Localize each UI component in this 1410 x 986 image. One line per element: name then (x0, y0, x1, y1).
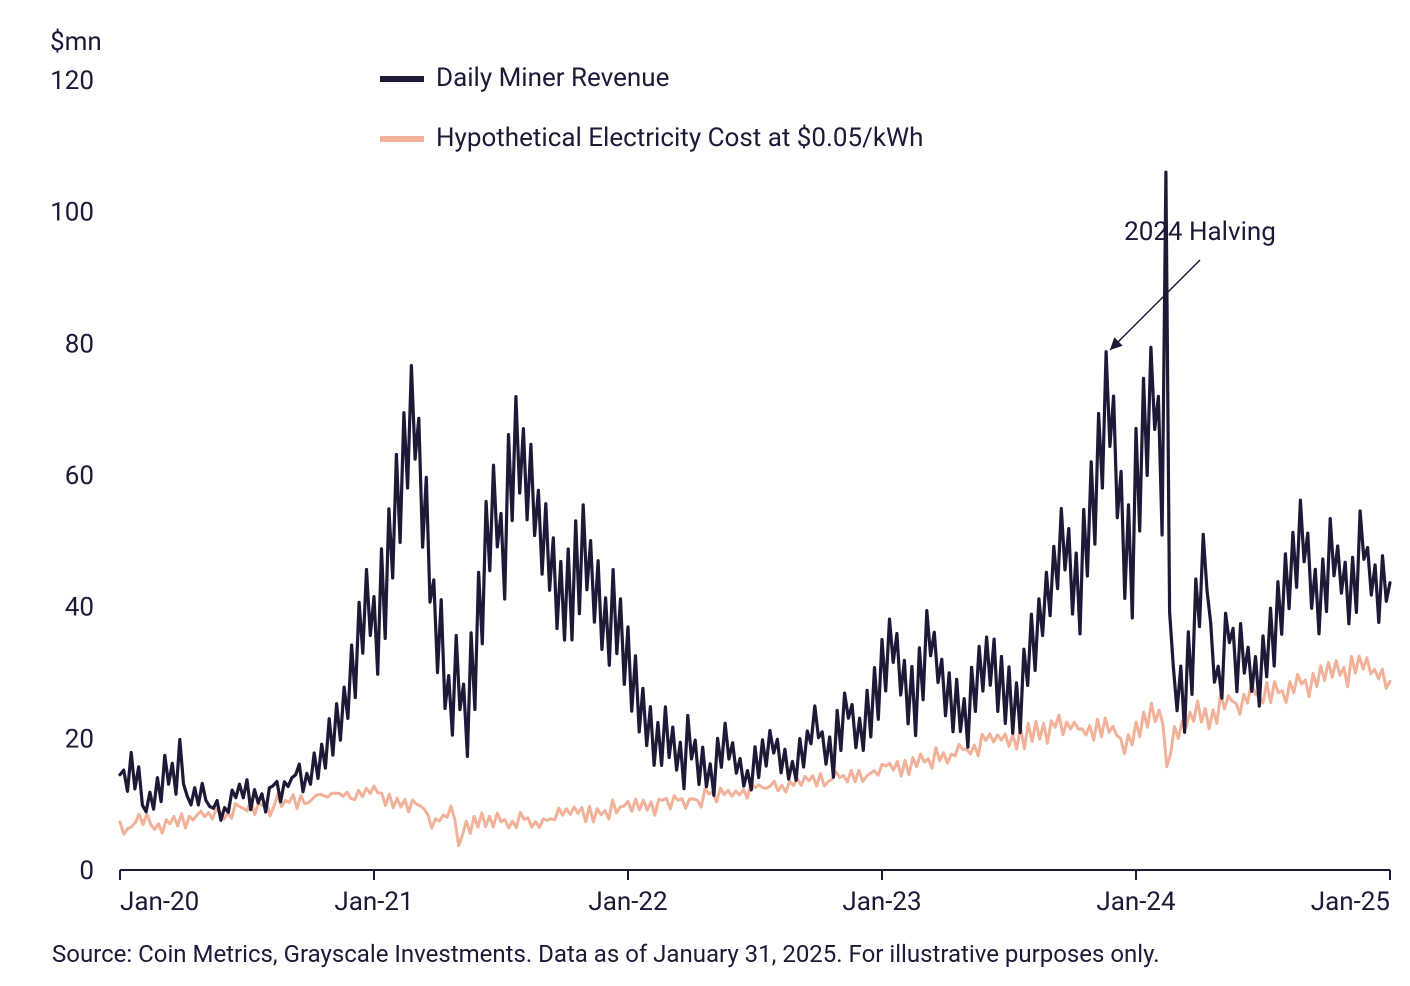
miner-revenue-chart: $mn 0 20 40 60 80 100 120 Jan-20 Jan-21 Jan-22 Jan-… (0, 0, 1410, 986)
y-tick-label: 120 (50, 66, 94, 96)
x-tick-label: Jan-21 (334, 887, 413, 917)
legend-swatch (380, 136, 424, 142)
legend-swatch (380, 76, 424, 82)
annotation-label: 2024 Halving (1124, 217, 1276, 247)
x-tick-label: Jan-25 (1311, 887, 1390, 917)
x-tick-label: Jan-20 (120, 887, 199, 917)
y-tick-label: 60 (65, 461, 94, 491)
chart-footer: Source: Coin Metrics, Grayscale Investme… (52, 940, 1160, 968)
legend-label: Hypothetical Electricity Cost at $0.05/k… (436, 123, 923, 153)
chart-svg: $mn 0 20 40 60 80 100 120 Jan-20 Jan-21 Jan-22 Jan-… (0, 0, 1410, 986)
y-tick-label: 100 (50, 198, 94, 228)
y-tick-label: 20 (65, 724, 94, 754)
x-tick-label: Jan-24 (1096, 887, 1176, 917)
y-tick-label: 40 (65, 593, 94, 623)
y-tick-label: 80 (65, 329, 94, 359)
x-tick-label: Jan-23 (842, 887, 921, 917)
y-tick-label: 0 (79, 856, 94, 886)
x-tick-label: Jan-22 (588, 887, 667, 917)
legend-label: Daily Miner Revenue (436, 63, 669, 93)
y-unit-label: $mn (50, 27, 102, 57)
